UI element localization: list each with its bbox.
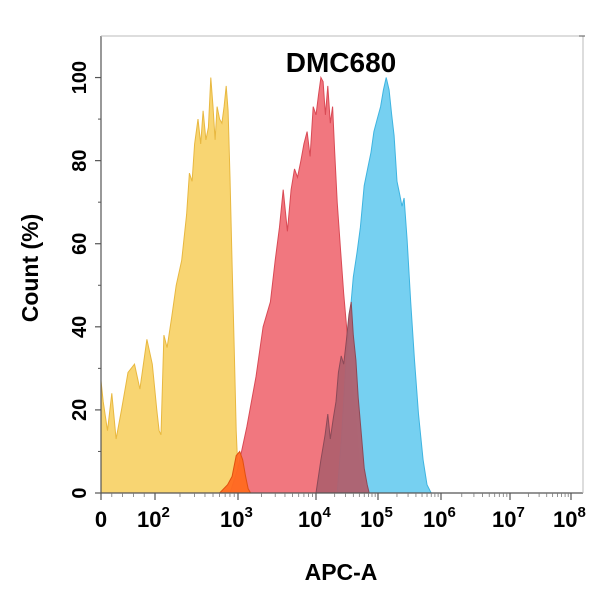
histogram-series-1 <box>100 77 241 494</box>
x-tick-label: 108 <box>553 504 586 532</box>
chart-title: DMC680 <box>286 47 396 78</box>
x-tick-label: 105 <box>360 504 393 532</box>
y-tick-label: 60 <box>69 233 91 255</box>
x-tick-label: 103 <box>220 504 253 532</box>
histogram-series-5 <box>101 450 252 494</box>
histogram-series-4 <box>101 301 370 494</box>
y-axis-title: Count (%) <box>17 214 43 323</box>
y-tick-label: 20 <box>69 399 91 421</box>
y-tick-label: 100 <box>69 61 91 94</box>
series-layer <box>100 75 433 494</box>
y-tick-label: 40 <box>69 316 91 338</box>
y-tick-label: 80 <box>69 150 91 172</box>
x-tick-label: 104 <box>298 504 331 532</box>
x-tick-label: 106 <box>423 504 456 532</box>
x-tick-label: 0 <box>95 507 107 532</box>
histogram-series-2 <box>101 75 368 494</box>
y-tick-label: 0 <box>69 487 91 498</box>
x-tick-label: 107 <box>492 504 525 532</box>
x-axis-title: APC-A <box>305 559 378 585</box>
axes: 0 20 40 60 80 100 0 102 103 104 105 106 107 108 <box>69 35 586 532</box>
x-tick-label: 102 <box>137 504 170 532</box>
